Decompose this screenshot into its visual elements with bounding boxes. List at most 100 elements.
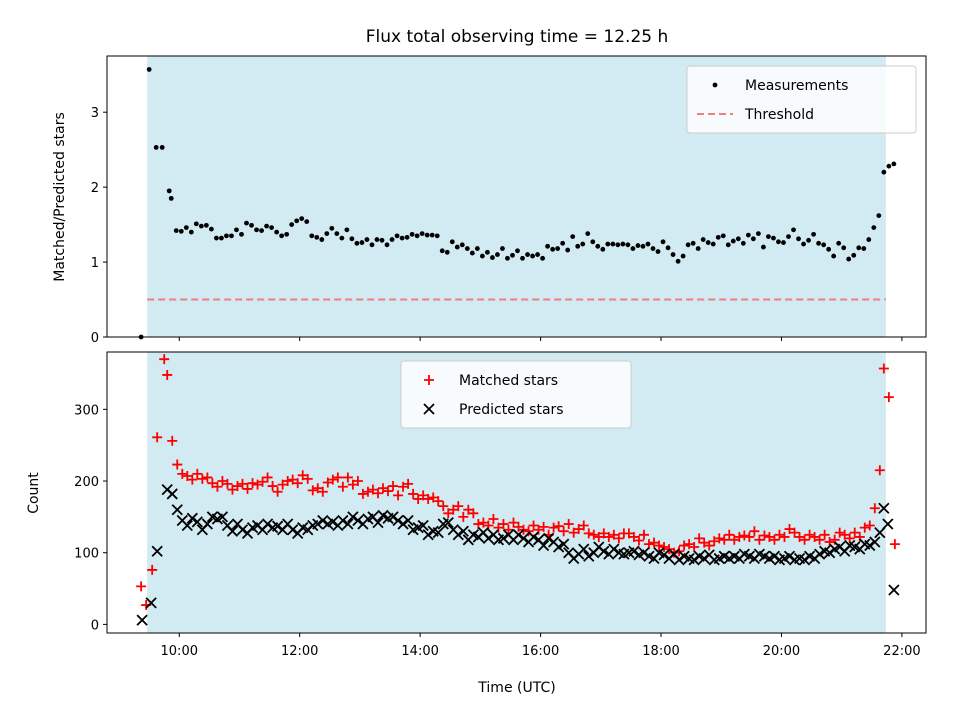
measurements-point — [665, 245, 671, 251]
measurements-point — [464, 246, 470, 251]
measurements-point — [846, 256, 852, 262]
predicted-stars-point — [136, 614, 148, 626]
measurements-point — [585, 231, 591, 236]
measurements-point — [525, 252, 530, 257]
matched-stars-point — [719, 534, 730, 545]
measurements-point — [244, 220, 249, 226]
measurements-point — [821, 242, 827, 248]
matched-stars-point — [864, 520, 875, 531]
predicted-stars-point — [583, 550, 595, 562]
matched-stars-point — [357, 488, 368, 499]
measurements-point — [264, 223, 269, 229]
measurements-point — [183, 225, 189, 230]
measurements-point — [173, 228, 179, 233]
predicted-stars-point — [181, 519, 193, 532]
measurements-point — [635, 243, 641, 248]
matched-stars-point — [222, 478, 233, 489]
measurements-point — [208, 226, 214, 232]
measurements-point — [555, 246, 561, 251]
matched-stars-point — [679, 540, 690, 551]
measurements-point — [429, 232, 435, 238]
predicted-stars-point — [236, 524, 249, 536]
measurements-point — [685, 242, 691, 248]
predicted-stars-point — [327, 516, 339, 528]
matched-stars-point — [372, 488, 383, 499]
measurements-point — [203, 222, 209, 228]
measurements-point — [630, 246, 636, 251]
matched-stars-point — [443, 508, 454, 519]
measurements-point — [369, 242, 375, 248]
matched-stars-point — [623, 528, 634, 539]
predicted-stars-point — [457, 525, 469, 537]
y-tick-label: 0 — [91, 331, 99, 346]
matched-stars-point — [428, 492, 439, 503]
measurements-point — [459, 242, 465, 248]
matched-stars-point — [518, 524, 529, 535]
matched-stars-point — [859, 522, 870, 533]
matched-stars-point — [152, 432, 163, 443]
measurements-point — [560, 240, 566, 246]
matched-stars-point — [799, 534, 810, 545]
matched-stars-point — [869, 503, 880, 514]
matched-stars-point — [473, 519, 484, 530]
y-tick-label: 2 — [91, 181, 99, 196]
measurements-point — [166, 188, 172, 194]
y-tick-label: 1 — [91, 256, 99, 271]
measurements-point — [254, 227, 259, 233]
measurements-point — [866, 237, 872, 242]
measurements-point — [214, 235, 219, 241]
matched-stars-point — [262, 472, 273, 483]
matched-stars-point — [327, 474, 338, 485]
measurements-point — [193, 221, 199, 227]
top-panel-matched-predicted-ratio: 0 1 2 3 Measurements Threshold — [91, 55, 927, 346]
measurements-point — [776, 239, 781, 245]
measurements-point — [720, 233, 726, 239]
y-tick-label: 0 — [91, 618, 99, 633]
measurements-point — [861, 246, 867, 251]
measurements-point — [881, 169, 887, 175]
measurements-point — [766, 234, 771, 239]
predicted-stars-point — [352, 514, 364, 527]
measurements-point — [710, 241, 716, 247]
measurements-point — [198, 223, 204, 229]
matched-stars-point — [433, 496, 444, 507]
predicted-stars-point — [191, 516, 203, 528]
matched-stars-point — [383, 486, 394, 497]
matched-stars-point — [613, 533, 624, 544]
top-y-axis-label: Matched/Predicted stars — [52, 112, 68, 282]
measurements-point — [334, 231, 340, 236]
matched-stars-point — [839, 529, 850, 540]
measurements-point — [640, 243, 646, 249]
legend-label-predicted-stars: Predicted stars — [459, 402, 564, 418]
matched-stars-point — [398, 481, 409, 492]
measurements-point — [419, 231, 425, 236]
measurements-point — [600, 246, 606, 252]
measurements-point — [750, 236, 756, 242]
measurements-point — [510, 252, 515, 258]
measurements-point — [670, 252, 676, 257]
measurements-point — [650, 246, 656, 251]
matched-stars-point — [654, 540, 665, 551]
matched-stars-point — [272, 486, 283, 497]
matched-stars-point — [488, 514, 499, 525]
measurements-point — [771, 235, 776, 241]
y-tick-label: 300 — [74, 403, 99, 418]
predicted-stars-point — [261, 518, 274, 530]
measurements-point — [655, 249, 661, 254]
measurements-point — [224, 233, 229, 239]
measurements-point — [439, 248, 445, 254]
y-tick-label: 200 — [74, 475, 99, 490]
matched-stars-point — [448, 504, 459, 515]
measurements-point — [625, 242, 631, 248]
matched-stars-point — [192, 468, 203, 479]
measurements-point — [289, 222, 295, 228]
matched-stars-point — [659, 541, 670, 552]
matched-stars-point — [217, 476, 228, 487]
matched-stars-point — [704, 540, 715, 551]
measurements-point — [394, 233, 400, 239]
matched-stars-point — [568, 527, 579, 538]
predicted-stars-point — [798, 554, 811, 566]
matched-stars-point — [754, 534, 765, 545]
matched-stars-point — [513, 521, 524, 532]
